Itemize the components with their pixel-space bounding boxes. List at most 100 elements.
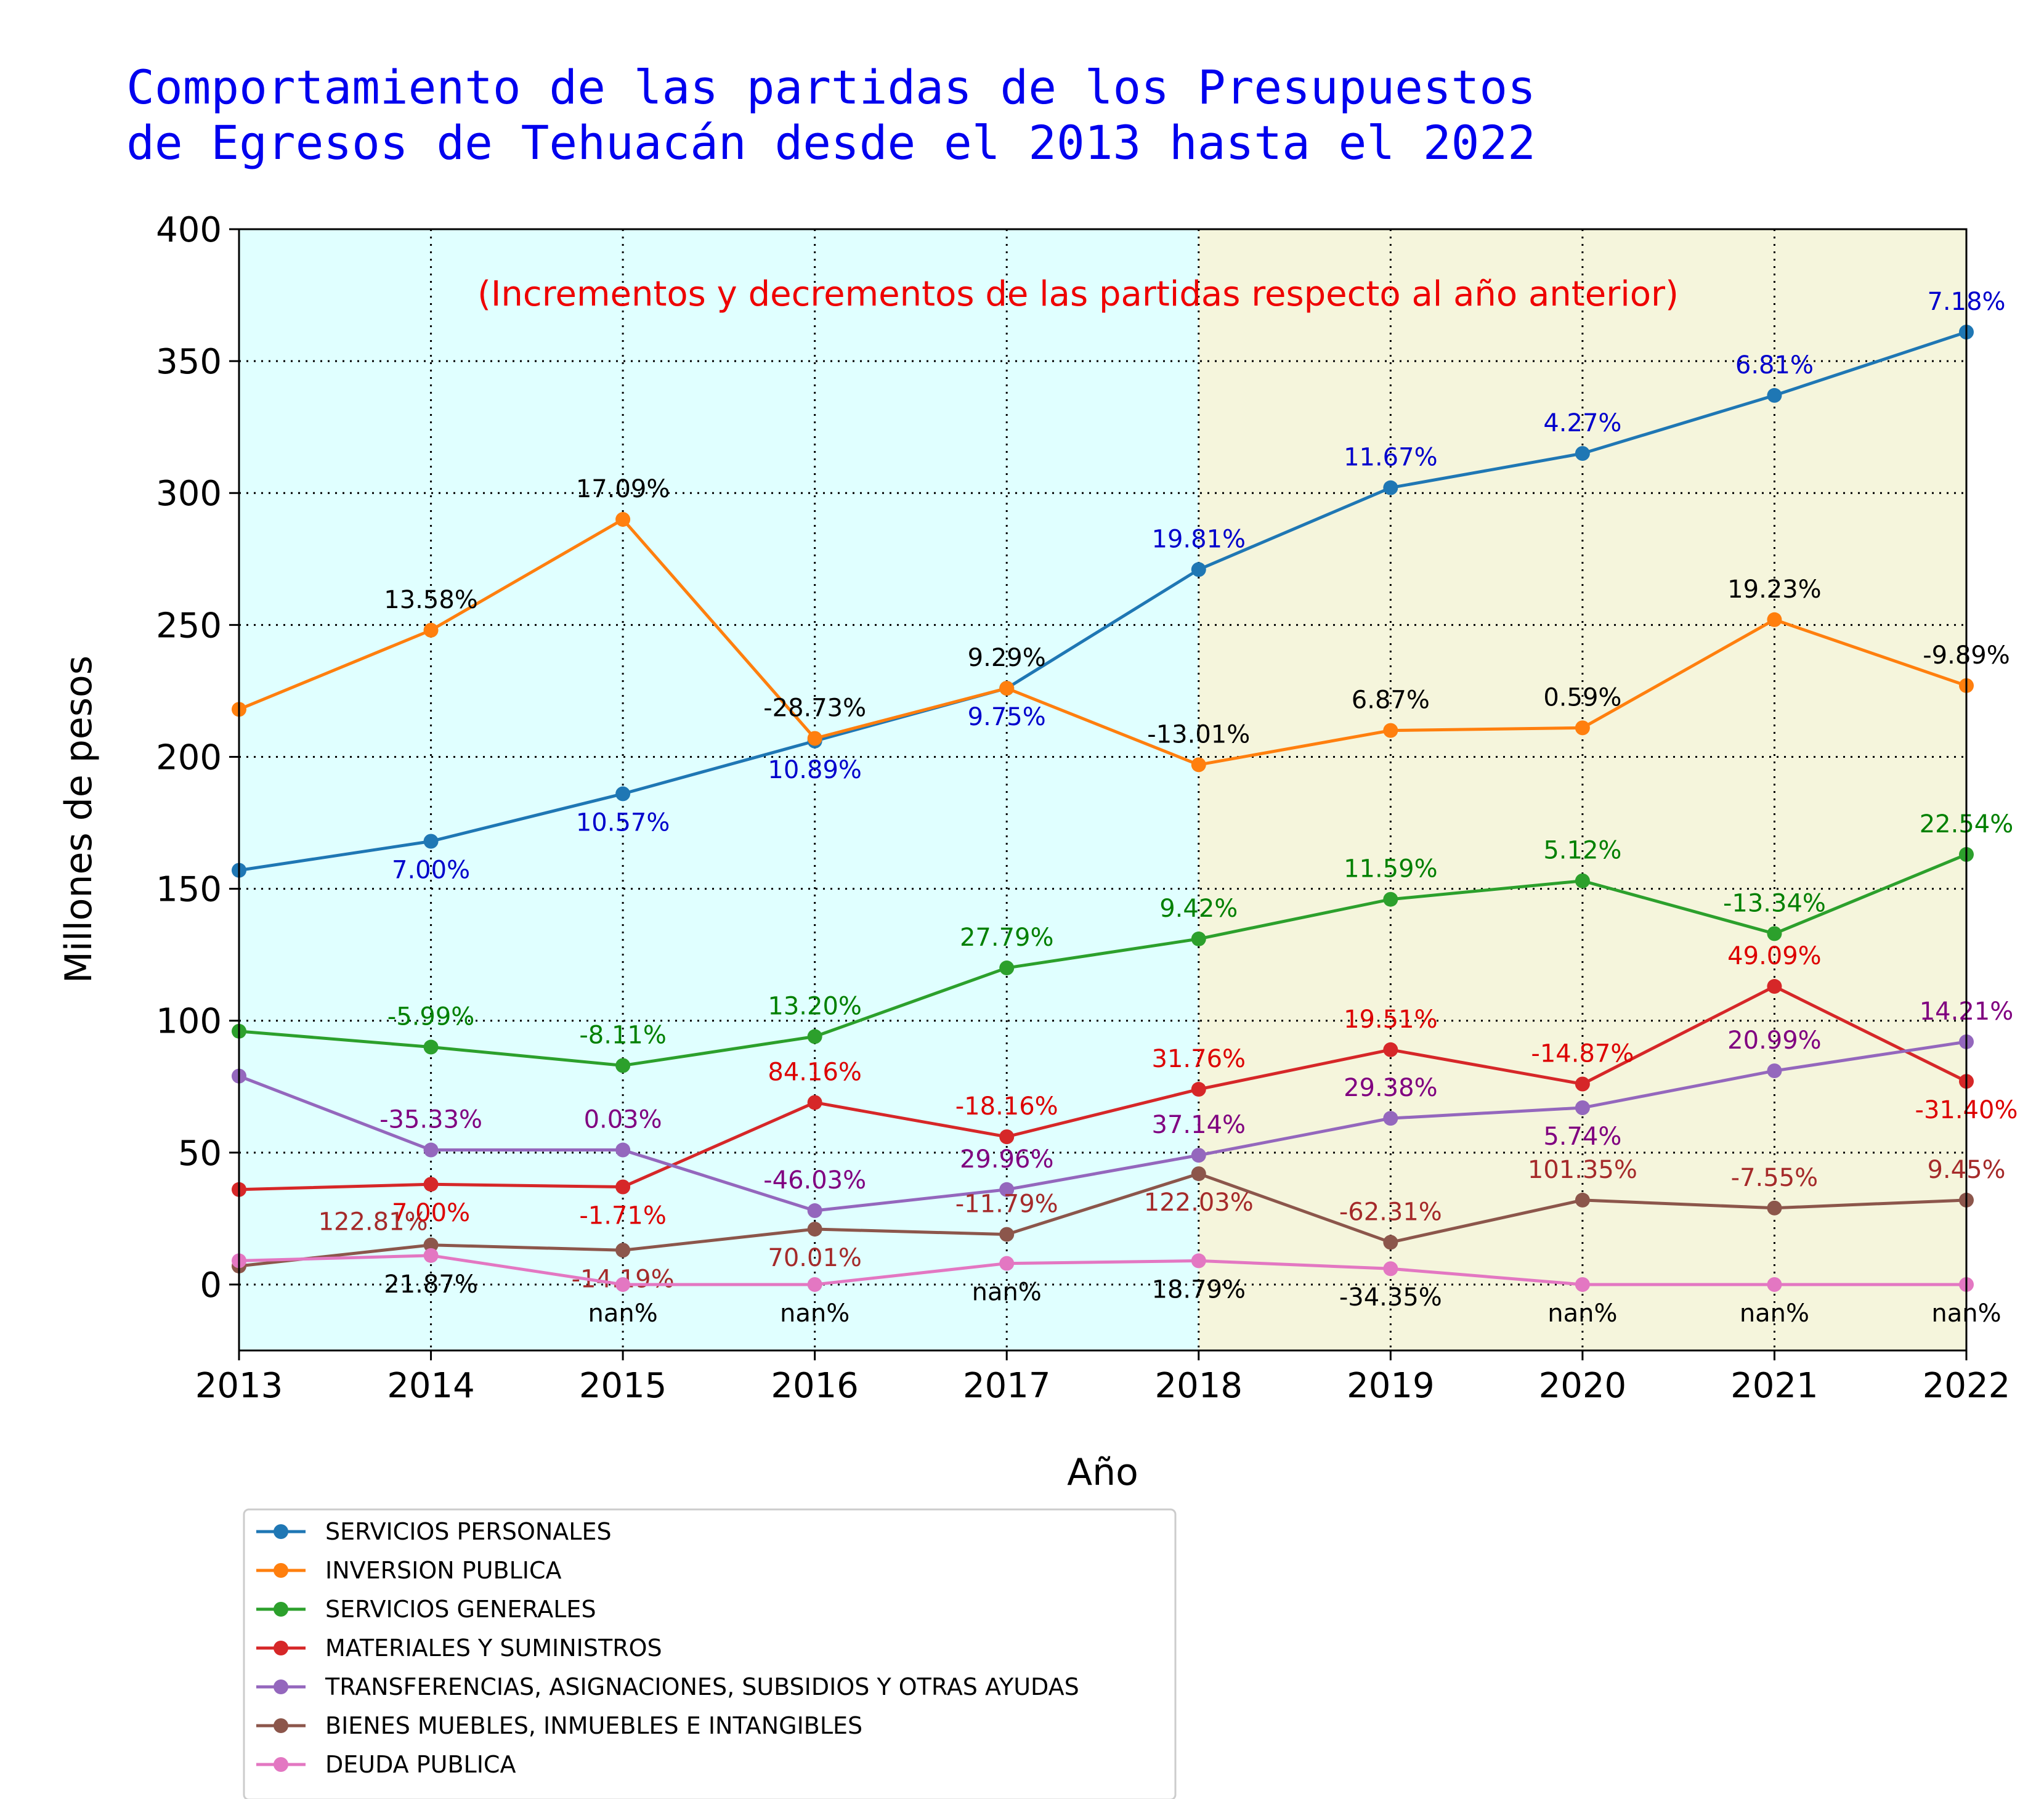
legend-box <box>243 1508 1177 1799</box>
x-tick-label-2018: 2018 <box>1155 1366 1243 1406</box>
data-point-5-1 <box>423 1237 439 1253</box>
data-point-5-3 <box>807 1222 822 1237</box>
data-label-2-1: -5.99% <box>387 1003 475 1031</box>
legend-entry-2: SERVICIOS GENERALES <box>325 1596 596 1623</box>
data-point-1-4 <box>999 681 1015 696</box>
y-tick-label-150: 150 <box>156 870 222 910</box>
data-label-1-8: 19.23% <box>1727 575 1822 604</box>
data-label-4-6: 29.38% <box>1344 1074 1438 1102</box>
data-label-2-7: 5.12% <box>1543 837 1621 865</box>
title-line-1: Comportamiento de las partidas de los Pr… <box>126 60 1536 115</box>
y-tick-label-250: 250 <box>156 606 222 646</box>
data-label-0-3: 10.89% <box>768 756 862 784</box>
data-label-3-1: 7.00% <box>392 1199 470 1227</box>
data-label-4-7: 5.74% <box>1543 1123 1621 1151</box>
data-point-1-5 <box>1191 757 1206 773</box>
data-point-6-5 <box>1191 1253 1206 1269</box>
data-point-0-7 <box>1575 446 1590 461</box>
data-label-5-3: 70.01% <box>768 1244 862 1272</box>
x-tick-label-2016: 2016 <box>771 1366 859 1406</box>
data-point-4-6 <box>1383 1111 1398 1126</box>
data-point-2-6 <box>1383 891 1398 907</box>
data-label-6-3: nan% <box>780 1299 850 1328</box>
legend-marker-2 <box>274 1602 288 1617</box>
data-point-5-5 <box>1191 1166 1206 1182</box>
data-label-5-8: -7.55% <box>1731 1164 1819 1192</box>
data-label-3-6: 19.51% <box>1344 1005 1438 1034</box>
series-line-0 <box>238 330 1967 872</box>
data-label-6-8: nan% <box>1740 1299 1809 1328</box>
legend-entry-3: MATERIALES Y SUMINISTROS <box>325 1635 662 1662</box>
data-label-5-4: -11.79% <box>955 1190 1058 1219</box>
series-line-1 <box>238 517 1967 766</box>
data-point-1-3 <box>807 731 822 746</box>
data-label-6-2: nan% <box>588 1299 657 1328</box>
y-tick-label-200: 200 <box>156 737 222 778</box>
data-point-6-8 <box>1767 1277 1782 1292</box>
data-label-6-4: nan% <box>972 1278 1042 1307</box>
series-line-5 <box>238 1172 1967 1268</box>
legend-marker-1 <box>274 1563 288 1578</box>
x-tick-label-2017: 2017 <box>963 1366 1051 1406</box>
data-label-3-8: 49.09% <box>1727 942 1822 970</box>
legend-marker-4 <box>274 1679 288 1694</box>
data-point-4-5 <box>1191 1148 1206 1163</box>
data-label-2-3: 13.20% <box>768 992 862 1020</box>
data-point-6-1 <box>423 1248 439 1263</box>
data-point-6-7 <box>1575 1277 1590 1292</box>
data-point-5-4 <box>999 1227 1015 1242</box>
data-point-3-3 <box>807 1095 822 1110</box>
data-point-4-3 <box>807 1203 822 1219</box>
x-tick-label-2013: 2013 <box>195 1366 283 1406</box>
data-label-0-8: 6.81% <box>1735 351 1814 380</box>
data-point-4-1 <box>423 1142 439 1158</box>
legend-entry-5: BIENES MUEBLES, INMUEBLES E INTANGIBLES <box>325 1712 862 1739</box>
data-point-2-5 <box>1191 931 1206 946</box>
x-tick-label-2015: 2015 <box>579 1366 667 1406</box>
data-point-1-2 <box>615 512 631 527</box>
data-label-2-5: 9.42% <box>1159 895 1238 923</box>
data-label-6-7: nan% <box>1547 1299 1617 1328</box>
legend: SERVICIOS PERSONALES INVERSION PUBLICA SER… <box>243 1508 1177 1799</box>
data-label-1-3: -28.73% <box>763 694 866 722</box>
legend-entry-1: INVERSION PUBLICA <box>325 1557 562 1584</box>
data-label-1-7: 0.59% <box>1543 683 1621 712</box>
legend-marker-6 <box>274 1757 288 1772</box>
data-point-4-8 <box>1767 1063 1782 1079</box>
data-point-0-1 <box>423 834 439 849</box>
plot-area: 7.00% 10.57% 10.89% 9.75% 19.81% 11.67% 4.27% 6… <box>156 210 2018 1406</box>
legend-marker-0 <box>274 1524 288 1539</box>
y-tick-label-100: 100 <box>156 1002 222 1042</box>
y-axis-label: Millones de pesos <box>57 656 100 983</box>
data-label-3-2: -1.71% <box>579 1201 667 1230</box>
data-point-0-5 <box>1191 562 1206 577</box>
data-label-1-2: 17.09% <box>576 475 670 503</box>
data-point-6-3 <box>807 1277 822 1292</box>
data-point-3-5 <box>1191 1082 1206 1097</box>
data-label-3-5: 31.76% <box>1152 1045 1246 1073</box>
x-tick-label-2020: 2020 <box>1539 1366 1627 1406</box>
x-tick-label-2021: 2021 <box>1730 1366 1819 1406</box>
data-label-4-5: 37.14% <box>1152 1111 1246 1139</box>
data-label-3-3: 84.16% <box>768 1058 862 1086</box>
legend-marker-5 <box>274 1718 288 1733</box>
data-label-0-5: 19.81% <box>1152 525 1246 553</box>
data-point-1-7 <box>1575 720 1590 736</box>
data-point-2-8 <box>1767 926 1782 941</box>
data-point-5-8 <box>1767 1200 1782 1216</box>
data-label-1-6: 6.87% <box>1352 686 1430 715</box>
data-point-5-6 <box>1383 1235 1398 1250</box>
legend-entry-0: SERVICIOS PERSONALES <box>325 1518 612 1545</box>
legend-marker-3 <box>274 1641 288 1655</box>
data-label-5-7: 101.35% <box>1528 1156 1637 1184</box>
background-band-0 <box>239 229 1199 1350</box>
data-label-0-2: 10.57% <box>576 808 670 837</box>
data-point-5-7 <box>1575 1192 1590 1208</box>
data-point-4-7 <box>1575 1100 1590 1116</box>
data-point-2-3 <box>807 1029 822 1044</box>
data-label-1-5: -13.01% <box>1147 720 1250 749</box>
y-tick-label-50: 50 <box>178 1134 222 1174</box>
data-label-4-1: -35.33% <box>379 1106 482 1134</box>
series-line-4 <box>238 1040 1967 1212</box>
